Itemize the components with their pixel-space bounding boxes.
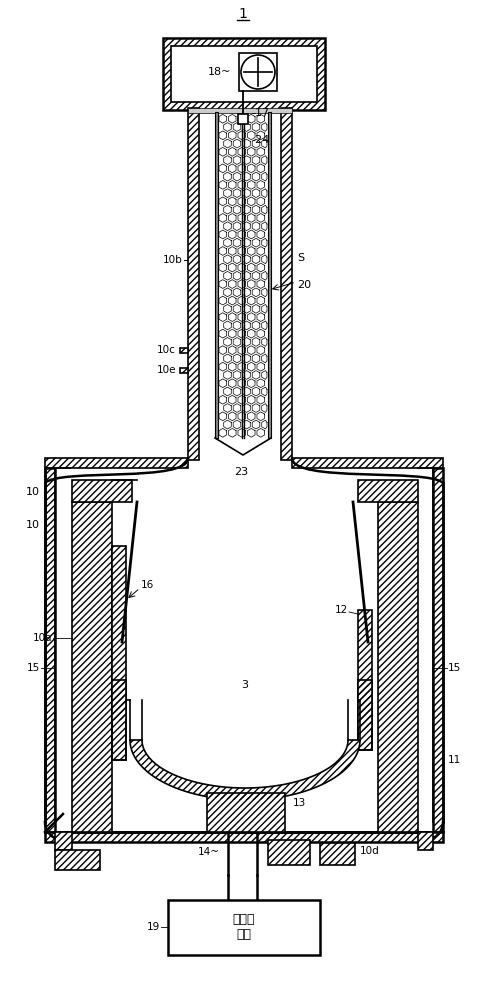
Text: 3: 3 [241,680,248,690]
Text: 11: 11 [447,755,460,765]
Bar [72,502,112,832]
Text: -17: -17 [251,108,269,118]
Bar [207,793,285,832]
Bar [432,468,442,832]
Bar [72,502,112,832]
Bar [188,108,198,460]
Bar [55,850,100,870]
Bar [180,348,188,353]
Bar [268,112,271,438]
Bar [45,458,188,468]
Bar [171,46,317,102]
Bar [377,502,417,832]
Bar [55,832,72,850]
Bar [207,793,285,832]
Text: 18~: 18~ [207,67,230,77]
Bar [180,368,188,373]
Bar [180,368,188,373]
Text: 20: 20 [296,280,310,290]
Circle shape [241,55,274,89]
Text: 1: 1 [238,7,247,21]
Bar [45,468,55,832]
Bar [432,468,442,832]
Text: 15: 15 [447,663,460,673]
Bar [268,840,309,865]
Bar [280,108,291,460]
Bar [280,108,291,460]
Bar [417,832,432,850]
Text: 10a: 10a [32,633,52,643]
Bar [45,832,442,842]
Bar [167,900,319,955]
Bar [417,832,432,850]
Text: 12: 12 [334,605,348,615]
Bar [55,468,432,832]
Bar [214,112,217,438]
Bar [163,38,324,110]
Bar [45,832,442,842]
Bar [291,458,442,468]
Text: 10: 10 [26,520,40,530]
Bar [357,680,371,750]
Bar [357,610,371,730]
Text: 23: 23 [233,467,247,477]
Bar [72,480,132,502]
Text: 13: 13 [292,798,305,808]
Bar [239,53,276,91]
Text: 19: 19 [147,922,160,932]
Bar [357,480,417,502]
Text: 15: 15 [27,663,40,673]
Bar [163,38,324,110]
Bar [357,610,371,730]
Text: S: S [296,253,303,263]
Bar [291,458,442,468]
Bar [188,108,291,113]
Text: 10e: 10e [156,365,176,375]
Bar [45,468,55,832]
Text: 10: 10 [26,487,40,497]
Bar [112,680,126,760]
Bar [357,680,371,750]
Text: 10b: 10b [163,255,182,265]
Text: 10c: 10c [157,345,176,355]
Bar [55,832,72,850]
Text: 16: 16 [141,580,154,590]
Bar [357,480,417,502]
Bar [268,840,309,865]
Text: 軸驅動
機構: 軸驅動 機構 [232,913,255,941]
Bar [72,480,132,502]
Bar [188,108,198,460]
Bar [45,458,188,468]
Bar [112,546,126,720]
Bar [112,680,126,760]
Text: 14~: 14~ [197,847,220,857]
Bar [171,46,317,102]
Bar [319,843,354,865]
Text: -24: -24 [251,135,269,145]
Bar [377,502,417,832]
Polygon shape [130,740,359,800]
Bar [238,114,247,124]
Bar [180,348,188,353]
Bar [55,850,100,870]
Bar [112,546,126,720]
Text: 10d: 10d [359,846,379,856]
Bar [319,843,354,865]
